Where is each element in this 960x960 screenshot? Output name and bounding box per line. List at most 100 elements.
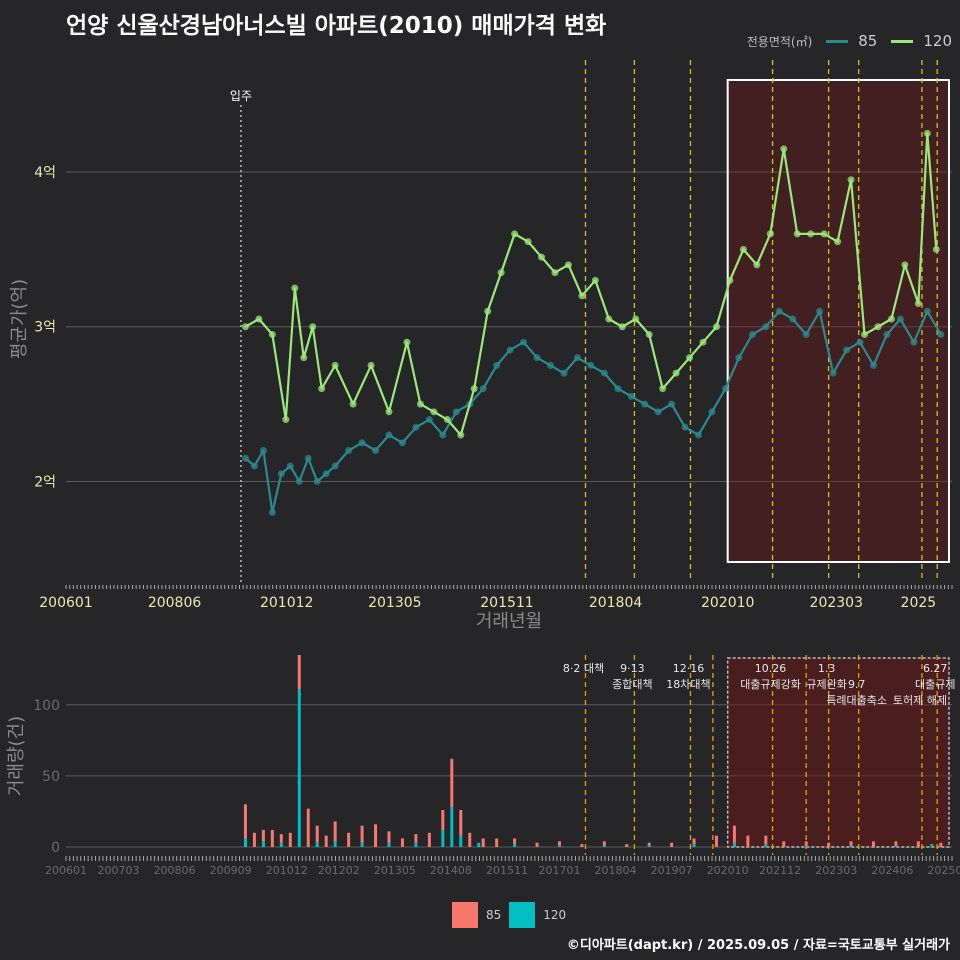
data-point-85: [520, 338, 528, 346]
bar-85: [279, 834, 283, 843]
bar-85: [625, 844, 629, 847]
data-point-85: [627, 392, 635, 400]
bar-85: [360, 825, 364, 843]
bar-120: [602, 845, 606, 847]
data-point-85: [398, 439, 406, 447]
data-point-120: [887, 315, 895, 323]
data-point-120: [820, 230, 828, 238]
data-point-85: [241, 454, 249, 462]
data-point-120: [645, 330, 653, 338]
data-point-120: [331, 361, 339, 369]
data-point-120: [901, 261, 909, 269]
data-point-85: [789, 315, 797, 323]
page-title: 언양 신울산경남아너스빌 아파트(2010) 매매가격 변화: [66, 13, 607, 39]
data-point-120: [861, 330, 869, 338]
bar-85: [261, 829, 265, 842]
policy-annotation: 18차대책: [666, 678, 710, 691]
policy-annotation: 대출규제강화: [740, 678, 801, 691]
bar-85: [939, 842, 943, 847]
bar-120: [360, 842, 364, 847]
data-point-120: [564, 261, 572, 269]
y-tick-label: 100: [33, 698, 60, 714]
x-tick-label: 201305: [374, 864, 416, 877]
data-point-120: [484, 307, 492, 315]
y-axis-label: 평균가(억): [9, 279, 30, 359]
x-tick-label: 202406: [871, 864, 913, 877]
data-point-85: [816, 307, 824, 315]
data-point-85: [385, 431, 393, 439]
bar-85: [306, 808, 310, 847]
data-point-85: [721, 385, 729, 393]
volume-chart: 0 50 100 8·2 대책 9·13 종합대책 12·16 18차대책 10.26 대출규제강…: [6, 655, 960, 877]
bar-85: [414, 834, 418, 843]
bar-120: [894, 845, 898, 847]
policy-annotation: 10.26: [755, 662, 787, 675]
data-point-120: [807, 230, 815, 238]
data-point-120: [457, 431, 465, 439]
data-point-85: [439, 431, 447, 439]
x-tick-label: 200601: [45, 864, 87, 877]
legend-box-85: [452, 902, 478, 928]
data-point-85: [358, 439, 366, 447]
bar-120: [557, 845, 561, 847]
x-tick-label: 201012: [260, 595, 313, 611]
data-point-120: [766, 230, 774, 238]
x-tick-label: 200601: [39, 595, 92, 611]
data-point-85: [560, 369, 568, 377]
highlight-box: [726, 657, 950, 848]
data-point-85: [843, 346, 851, 354]
bar-120: [732, 842, 736, 847]
legend-label-120: 120: [923, 32, 952, 50]
bar-85: [450, 758, 454, 808]
legend-bottom-label-85: 85: [486, 908, 502, 922]
data-point-85: [546, 361, 554, 369]
bar-85: [315, 825, 319, 843]
x-tick-label: 201012: [266, 864, 308, 877]
y-axis-label: 거래량(건): [6, 716, 27, 796]
y-tick-label: 3억: [34, 320, 56, 336]
data-point-85: [937, 330, 945, 338]
x-tick-label: 201701: [538, 864, 580, 877]
bar-85: [647, 842, 651, 846]
data-point-120: [712, 323, 720, 331]
x-tick-label: 201804: [589, 595, 643, 611]
data-point-120: [932, 245, 940, 253]
data-point-85: [614, 385, 622, 393]
data-point-120: [367, 361, 375, 369]
data-point-85: [735, 354, 743, 362]
data-point-120: [605, 315, 613, 323]
policy-annotation: 12·16: [673, 662, 705, 675]
data-point-120: [672, 369, 680, 377]
bar-85: [535, 842, 539, 847]
data-point-85: [600, 369, 608, 377]
x-tick-label: 201202: [318, 864, 360, 877]
data-point-120: [470, 385, 478, 393]
data-point-85: [250, 462, 258, 470]
bar-120: [513, 844, 517, 847]
data-point-85: [695, 431, 703, 439]
data-point-120: [524, 238, 532, 246]
bar-85: [481, 838, 485, 847]
data-point-85: [654, 408, 662, 416]
data-point-85: [295, 477, 303, 485]
bar-85: [270, 829, 274, 847]
bar-120: [459, 835, 463, 847]
data-point-85: [762, 323, 770, 331]
policy-annotation: 특례대출축소: [826, 694, 887, 707]
bar-85: [347, 832, 351, 847]
data-point-85: [286, 462, 294, 470]
credit-text: ©디아파트(dapt.kr) / 2025.09.05 / 자료=국토교통부 실…: [566, 938, 950, 953]
x-tick-label: 202112: [759, 864, 801, 877]
legend-box-120: [509, 902, 536, 928]
data-point-120: [403, 338, 411, 346]
policy-annotation: 1.3: [818, 662, 836, 675]
data-point-85: [829, 369, 837, 377]
x-tick-label: 201511: [486, 864, 528, 877]
bar-85: [804, 841, 808, 846]
bar-85: [871, 841, 875, 847]
data-point-120: [659, 385, 667, 393]
policy-annotation: 규제완화: [806, 678, 846, 691]
data-point-85: [345, 447, 353, 454]
data-point-120: [699, 338, 707, 346]
bar-120: [387, 842, 391, 847]
